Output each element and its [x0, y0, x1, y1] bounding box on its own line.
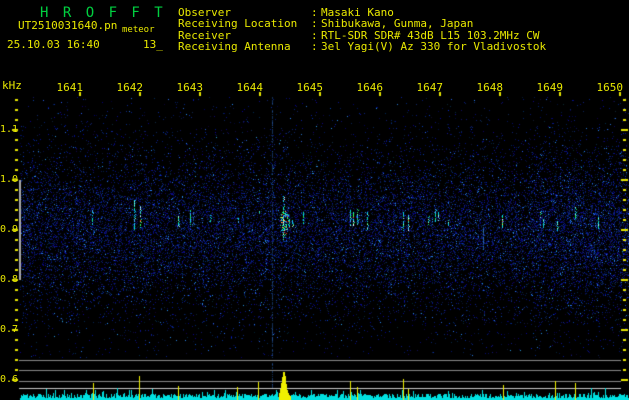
time-axis-label: 1642: [116, 81, 144, 94]
time-axis-label: 1649: [536, 81, 564, 94]
info-separator: :: [311, 39, 318, 53]
info-value: Shibukawa, Gunma, Japan: [321, 17, 474, 31]
freq-axis-label: 1.0: [0, 174, 19, 185]
info-label: Receiving Antenna: [178, 39, 291, 53]
info-label: Observer: [178, 6, 231, 19]
elapsed-seconds-counter: 13_: [143, 38, 163, 51]
time-axis-label: 1644: [236, 81, 264, 94]
info-row-receiver: Receiver : RTL-SDR SDR# 43dB L15 103.2MH…: [178, 28, 546, 42]
freq-axis-label: 0.8: [0, 274, 19, 285]
app-title: H R O F F T: [40, 5, 166, 21]
time-axis-label: 1647: [416, 81, 444, 94]
info-value: RTL-SDR SDR# 43dB L15 103.2MHz CW: [321, 28, 540, 42]
info-row-location: Receiving Location : Shibukawa, Gunma, J…: [178, 17, 546, 31]
time-axis-label: 1641: [56, 81, 84, 94]
info-value: 3el Yagi(V) Az 330 for Vladivostok: [321, 39, 547, 53]
time-axis-label: 1650: [596, 81, 624, 94]
time-axis-label: 1643: [176, 81, 204, 94]
info-value: Masaki Kano: [321, 6, 394, 19]
freq-axis-label: 1.1: [0, 124, 19, 135]
info-row-antenna: Receiving Antenna : 3el Yagi(V) Az 330 f…: [178, 39, 547, 53]
freq-axis-label: 0.9: [0, 224, 19, 235]
info-separator: :: [311, 28, 318, 42]
time-axis-label: 1645: [296, 81, 324, 94]
station-label: meteor: [122, 25, 155, 35]
info-row-observer: Observer : Masaki Kano: [178, 6, 546, 19]
info-separator: :: [311, 6, 318, 19]
freq-axis-unit-label: kHz: [2, 79, 22, 92]
freq-axis-label: 0.6: [0, 374, 19, 385]
observation-datetime: 25.10.03 16:40: [7, 38, 100, 51]
time-axis-label: 1646: [356, 81, 384, 94]
info-label: Receiver: [178, 28, 231, 42]
info-separator: :: [311, 17, 318, 31]
freq-axis-label: 0.7: [0, 324, 19, 335]
station-info-block: Observer : Masaki Kano Receiving Locatio…: [178, 7, 546, 52]
output-filename: UT2510031640.pn: [18, 19, 118, 32]
info-label: Receiving Location: [178, 17, 298, 31]
time-axis-label: 1648: [476, 81, 504, 94]
